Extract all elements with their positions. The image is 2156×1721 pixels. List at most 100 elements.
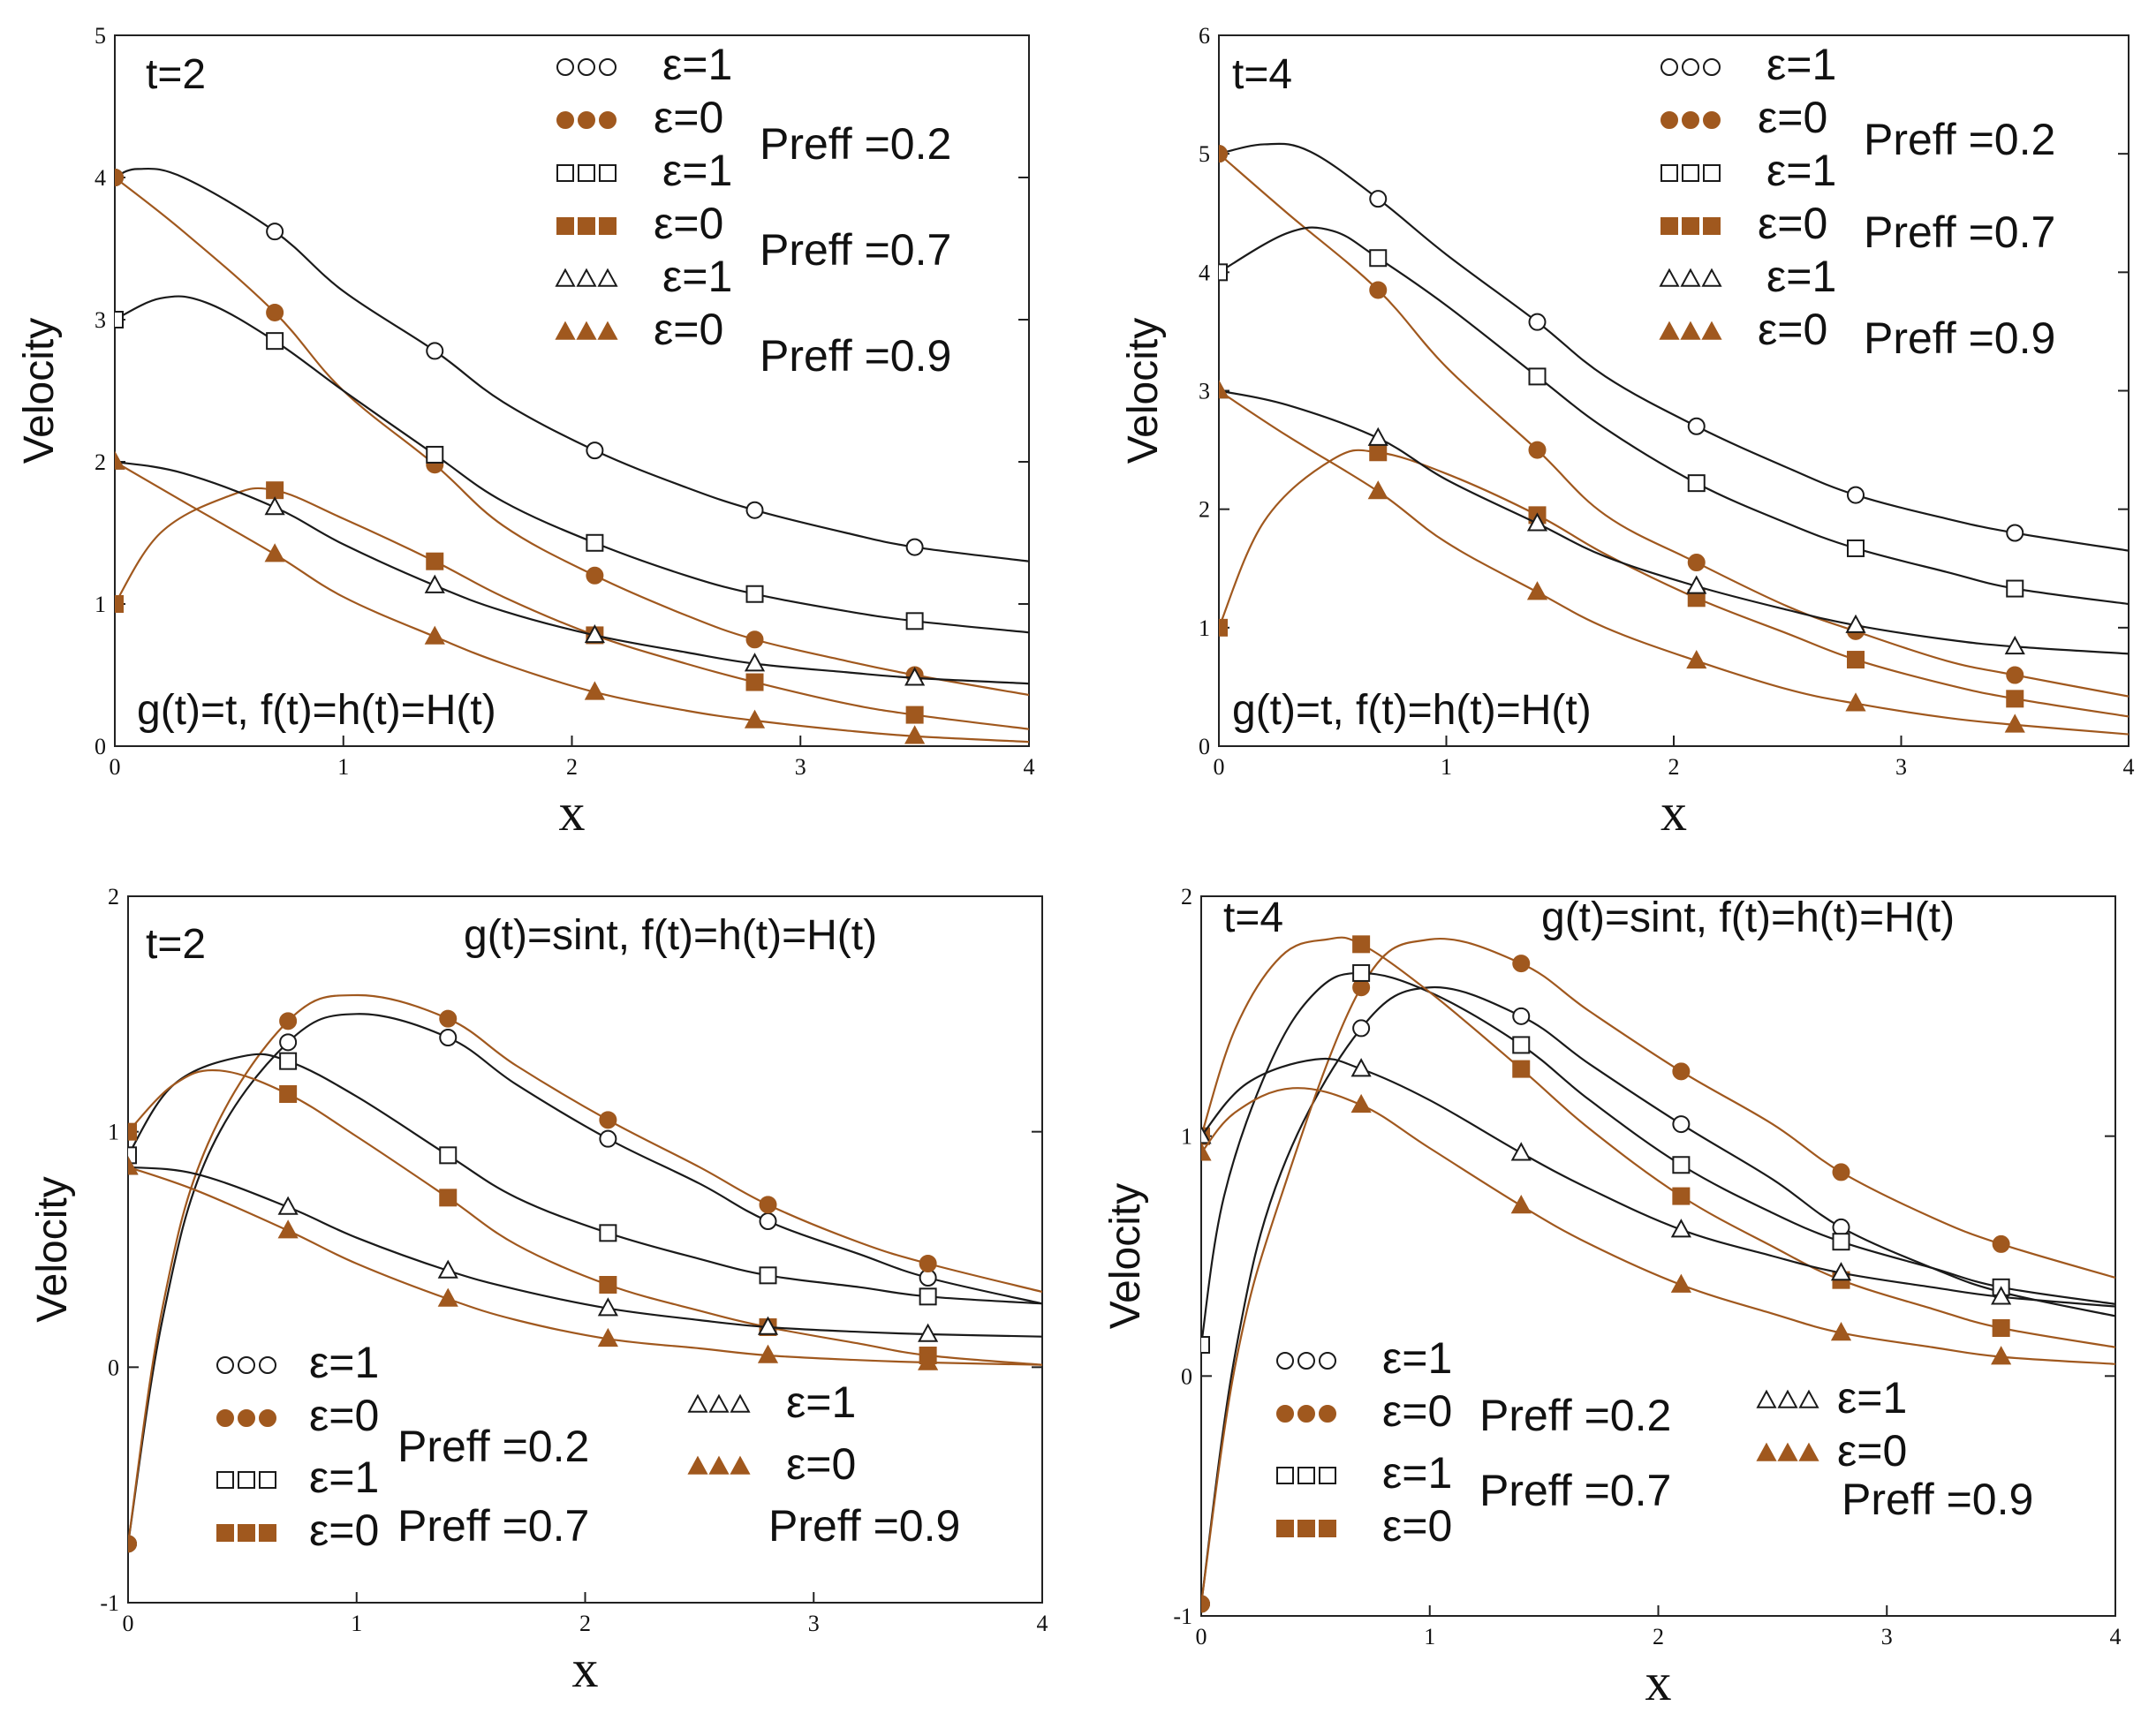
series-line-3 <box>128 1068 1042 1366</box>
legend-marker-square-filled <box>238 1524 255 1542</box>
legend-label: ε=1 <box>662 252 732 301</box>
legend-pr-label: Preff =0.2 <box>397 1422 589 1471</box>
x-axis-label: x <box>559 783 586 842</box>
data-point-triangle-filled <box>584 681 605 700</box>
data-point-triangle-open <box>1845 614 1866 633</box>
data-point-square-open <box>426 445 444 464</box>
legend-marker-circle-filled <box>1682 111 1699 129</box>
data-point-square-open <box>2006 579 2024 598</box>
data-point-square-filled <box>1992 1319 2010 1337</box>
data-point-triangle-filled <box>757 1344 779 1363</box>
data-point-circle-filled <box>266 303 284 321</box>
legend-pr-label: Preff =0.2 <box>1864 115 2055 164</box>
x-tick-label: 2 <box>579 1611 591 1636</box>
series-line-3 <box>1201 936 2115 1348</box>
legend-marker-circle-open <box>1276 1352 1294 1370</box>
legend-marker-triangle-filled <box>1777 1442 1798 1461</box>
data-point-square-open <box>1687 474 1706 493</box>
x-tick-label: 3 <box>795 754 806 780</box>
legend-marker-square-filled <box>578 217 595 235</box>
data-point-triangle-filled <box>437 1287 458 1307</box>
data-point-square-filled <box>2006 690 2024 708</box>
legend-marker-triangle-filled <box>1798 1442 1819 1461</box>
data-point-triangle-open <box>1830 1262 1852 1281</box>
series-line-5 <box>115 461 1029 744</box>
legend-marker-circle-filled <box>1703 111 1721 129</box>
y-tick-label: -1 <box>1173 1604 1192 1629</box>
legend-marker-triangle-open <box>1798 1389 1819 1408</box>
series-group <box>128 993 1042 1553</box>
legend-marker-square-filled <box>1297 1520 1315 1537</box>
legend-marker-triangle-open <box>555 268 576 287</box>
legend-label: ε=0 <box>1382 1386 1452 1436</box>
series-line-2 <box>115 295 1029 634</box>
data-point-triangle-open <box>1991 1286 2012 1305</box>
legend-marker-square-filled <box>1703 217 1721 235</box>
legend-pr-label: Preff =0.2 <box>760 119 951 169</box>
legend-marker-triangle-filled <box>1659 321 1680 340</box>
data-point-triangle-filled <box>1526 581 1548 600</box>
legend-marker-square-filled <box>556 217 574 235</box>
legend-marker-circle-open <box>238 1356 255 1374</box>
data-point-circle-open <box>759 1212 777 1230</box>
data-point-triangle-filled <box>597 1327 618 1347</box>
x-tick-label: 1 <box>337 754 349 780</box>
x-tick-label: 2 <box>566 754 578 780</box>
data-point-circle-open <box>266 223 284 241</box>
data-point-triangle-open <box>1670 1219 1691 1238</box>
panel-annotation: g(t)=t, f(t)=h(t)=H(t) <box>1232 687 1592 734</box>
data-point-square-open <box>1201 1336 1210 1355</box>
x-tick-label: 4 <box>1037 1611 1048 1636</box>
data-point-triangle-open <box>1367 426 1388 446</box>
legend-marker-square-open <box>1276 1467 1294 1484</box>
y-tick-label: 3 <box>1199 379 1210 404</box>
panel-title: t=2 <box>146 921 206 968</box>
data-point-square-open <box>439 1146 458 1165</box>
data-point-triangle-filled <box>1670 1273 1691 1293</box>
data-point-circle-open <box>1512 1007 1531 1025</box>
legend-label: ε=0 <box>1837 1426 1907 1476</box>
data-point-circle-filled <box>1687 554 1706 572</box>
data-point-square-open <box>279 1052 298 1070</box>
x-axis-label: x <box>572 1640 599 1698</box>
data-point-triangle-open <box>1510 1142 1532 1161</box>
data-point-triangle-open <box>918 1323 939 1342</box>
y-axis-label: Velocity <box>16 318 63 464</box>
legend-marker-square-open <box>578 164 595 182</box>
data-point-circle-open <box>1528 313 1547 331</box>
data-point-square-open <box>1832 1233 1850 1251</box>
x-tick-label: 0 <box>1196 1624 1207 1649</box>
legend-label: ε=1 <box>1766 252 1836 301</box>
y-tick-label: 5 <box>95 23 106 49</box>
legend-marker-square-filled <box>1276 1520 1294 1537</box>
data-point-square-open <box>759 1266 777 1285</box>
series-line-2 <box>1201 971 2115 1346</box>
data-point-triangle-filled <box>264 543 285 562</box>
data-point-square-open <box>1672 1156 1691 1174</box>
series-line-5 <box>128 1166 1042 1366</box>
y-tick-label: 1 <box>95 592 106 617</box>
legend-label: ε=0 <box>1758 199 1827 248</box>
data-point-circle-filled <box>586 566 604 585</box>
data-point-circle-filled <box>1512 955 1531 973</box>
data-point-triangle-open <box>597 1297 618 1317</box>
x-tick-label: 2 <box>1668 754 1680 780</box>
data-point-square-open <box>1219 263 1228 282</box>
data-point-triangle-open <box>424 574 445 593</box>
legend-label: ε=0 <box>654 305 723 354</box>
legend-label: ε=1 <box>662 146 732 195</box>
y-tick-label: 0 <box>1199 734 1210 759</box>
data-point-circle-open <box>745 501 764 519</box>
data-point-triangle-open <box>437 1259 458 1279</box>
panel-annotation: g(t)=sint, f(t)=h(t)=H(t) <box>1541 894 1955 941</box>
data-point-triangle-filled <box>1201 1142 1212 1161</box>
x-tick-label: 2 <box>1653 1624 1664 1649</box>
panel-annotation: g(t)=sint, f(t)=h(t)=H(t) <box>464 912 877 959</box>
data-point-triangle-filled <box>918 1351 939 1370</box>
y-tick-label: 4 <box>1199 260 1210 285</box>
legend-marker-triangle-filled <box>555 321 576 340</box>
legend-marker-square-filled <box>1660 217 1678 235</box>
data-point-circle-open <box>905 538 924 556</box>
